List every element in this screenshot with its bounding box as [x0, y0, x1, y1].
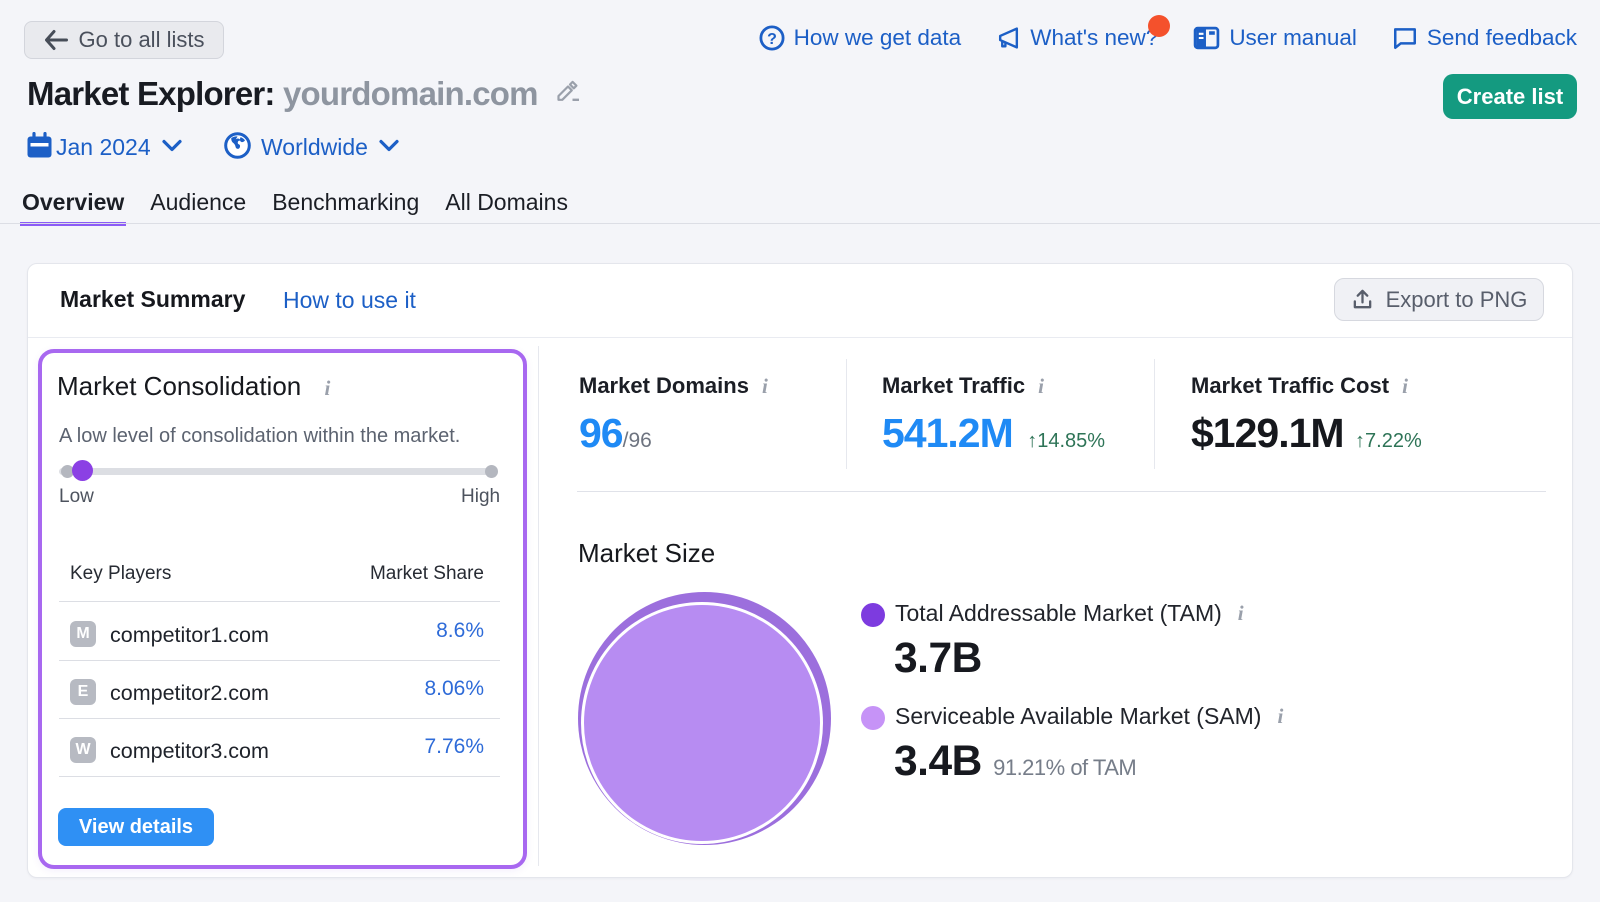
svg-text:?: ?	[767, 31, 777, 48]
